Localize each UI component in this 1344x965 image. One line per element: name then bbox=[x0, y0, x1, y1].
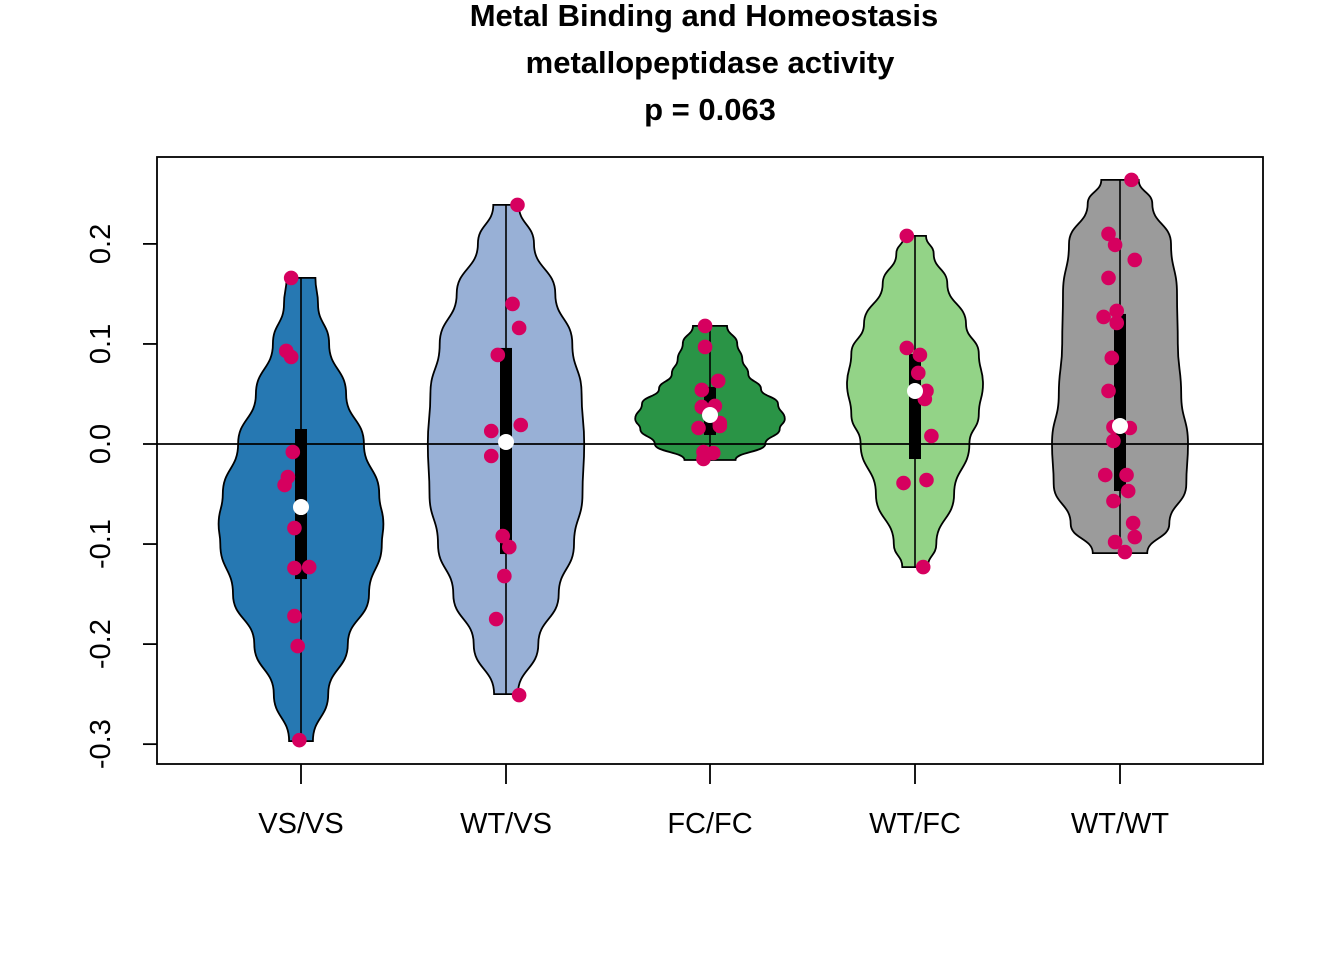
data-point bbox=[511, 320, 527, 336]
data-point bbox=[896, 475, 911, 491]
data-point bbox=[490, 347, 506, 363]
data-point bbox=[915, 559, 931, 575]
data-point bbox=[924, 428, 939, 444]
iqr-box-wt-vs bbox=[500, 347, 512, 555]
data-point bbox=[1106, 433, 1121, 449]
chart-title: Metal Binding and Homeostasis metallopep… bbox=[470, 0, 939, 127]
data-point bbox=[510, 197, 525, 213]
data-point bbox=[710, 373, 726, 389]
data-point bbox=[912, 347, 928, 363]
data-point bbox=[694, 382, 710, 398]
data-point bbox=[483, 448, 499, 464]
x-tick-label: WT/FC bbox=[869, 808, 961, 840]
data-point bbox=[919, 472, 934, 488]
y-tick-label: -0.3 bbox=[85, 719, 117, 769]
median-marker-wt-fc bbox=[907, 382, 923, 399]
data-point bbox=[712, 418, 728, 434]
data-point bbox=[497, 568, 512, 584]
x-tick-label: WT/VS bbox=[460, 808, 552, 840]
x-tick-label: WT/WT bbox=[1071, 808, 1170, 840]
median-layer bbox=[293, 382, 1128, 516]
data-point bbox=[1124, 172, 1139, 188]
x-tick-label: FC/FC bbox=[667, 808, 752, 840]
data-point bbox=[1104, 350, 1120, 366]
data-point bbox=[691, 420, 706, 436]
data-point bbox=[505, 296, 520, 312]
data-point bbox=[697, 318, 713, 334]
median-marker-wt-vs bbox=[498, 433, 514, 450]
data-point bbox=[697, 339, 713, 355]
data-point bbox=[1106, 493, 1121, 509]
data-point bbox=[292, 732, 307, 748]
title-line-2: metallopeptidase activity bbox=[526, 45, 895, 80]
data-point bbox=[1120, 483, 1136, 499]
median-marker-wt-wt bbox=[1112, 417, 1128, 434]
point-layer bbox=[277, 172, 1143, 748]
data-point bbox=[1101, 383, 1116, 399]
data-point bbox=[1125, 515, 1141, 531]
median-marker-vs-vs bbox=[293, 499, 309, 516]
data-point bbox=[285, 444, 301, 460]
data-point bbox=[1107, 534, 1123, 550]
data-point bbox=[1107, 237, 1123, 253]
data-point bbox=[910, 365, 926, 381]
axes-layer: -0.3 -0.2 -0.1 0.0 0.1 0.2 VS/VS WT/VS FC/FC WT/F… bbox=[85, 156, 1264, 840]
title-line-1: Metal Binding and Homeostasis bbox=[470, 0, 939, 33]
title-line-3: p = 0.063 bbox=[644, 92, 776, 127]
data-point bbox=[511, 687, 527, 703]
data-point bbox=[287, 608, 302, 624]
y-tick-label: 0.0 bbox=[85, 424, 117, 464]
data-point bbox=[1109, 303, 1125, 319]
data-point bbox=[1117, 544, 1133, 560]
median-marker-fc-fc bbox=[702, 406, 718, 423]
data-point bbox=[301, 559, 317, 575]
data-point bbox=[1119, 467, 1134, 483]
data-point bbox=[1127, 252, 1143, 268]
y-tick-label: -0.1 bbox=[85, 519, 117, 569]
y-tick-label: 0.1 bbox=[85, 324, 117, 364]
data-point bbox=[1109, 315, 1125, 331]
data-point bbox=[501, 539, 517, 555]
data-point bbox=[1127, 529, 1143, 545]
data-point bbox=[1101, 226, 1116, 242]
data-point bbox=[277, 477, 292, 493]
x-tick-label: VS/VS bbox=[258, 808, 343, 840]
data-point bbox=[287, 560, 302, 576]
data-point bbox=[290, 638, 306, 654]
data-point bbox=[1096, 309, 1111, 325]
data-point bbox=[696, 451, 711, 467]
data-point bbox=[1101, 270, 1116, 286]
data-point bbox=[483, 423, 499, 439]
data-point bbox=[899, 340, 915, 356]
y-tick-label: -0.2 bbox=[85, 619, 117, 669]
iqr-box-wt-wt bbox=[1114, 313, 1126, 492]
y-tick-label: 0.2 bbox=[85, 224, 117, 264]
data-point bbox=[513, 417, 529, 433]
data-point bbox=[1097, 467, 1113, 483]
data-point bbox=[283, 270, 299, 286]
data-point bbox=[287, 520, 302, 536]
data-point bbox=[899, 228, 915, 244]
data-point bbox=[495, 528, 511, 544]
data-point bbox=[283, 349, 299, 365]
data-point bbox=[488, 611, 504, 627]
